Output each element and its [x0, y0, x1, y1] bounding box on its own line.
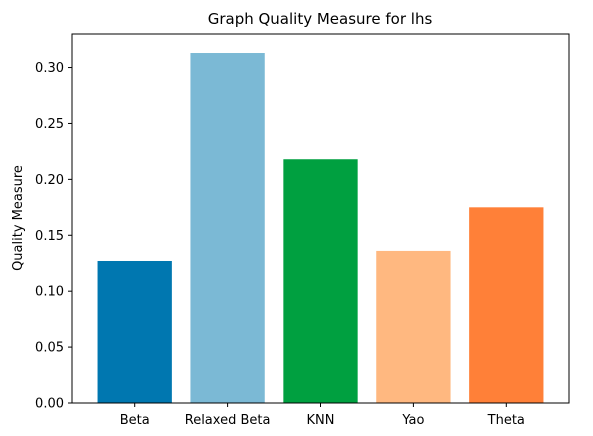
bar-theta — [469, 207, 544, 403]
y-tick-label: 0.00 — [35, 397, 64, 412]
x-tick-label: Yao — [401, 413, 424, 428]
bar-knn — [283, 159, 358, 403]
plot-frame — [71, 33, 570, 404]
x-ticks-group: Beta Relaxed Beta KNN Yao Theta — [120, 403, 525, 428]
bar-relaxed-beta — [190, 53, 265, 403]
y-tick-label: 0.10 — [35, 285, 64, 300]
x-tick-label: KNN — [307, 413, 335, 428]
y-axis-label: Quality Measure — [11, 165, 26, 271]
x-tick-label: Relaxed Beta — [185, 413, 271, 428]
y-tick-label: 0.30 — [35, 61, 64, 76]
bar-yao — [376, 250, 451, 403]
y-tick-label: 0.20 — [35, 173, 64, 188]
bar-beta — [97, 260, 172, 403]
chart-title: Graph Quality Measure for lhs — [208, 10, 433, 28]
y-tick-label: 0.05 — [35, 341, 64, 356]
bars-group — [97, 53, 544, 403]
y-tick-label: 0.15 — [35, 229, 64, 244]
x-tick-label: Theta — [487, 413, 525, 428]
y-ticks-group: 0.00 0.05 0.10 0.15 0.20 0.25 0.30 — [35, 61, 72, 412]
x-tick-label: Beta — [120, 413, 150, 428]
y-tick-label: 0.25 — [35, 117, 64, 132]
